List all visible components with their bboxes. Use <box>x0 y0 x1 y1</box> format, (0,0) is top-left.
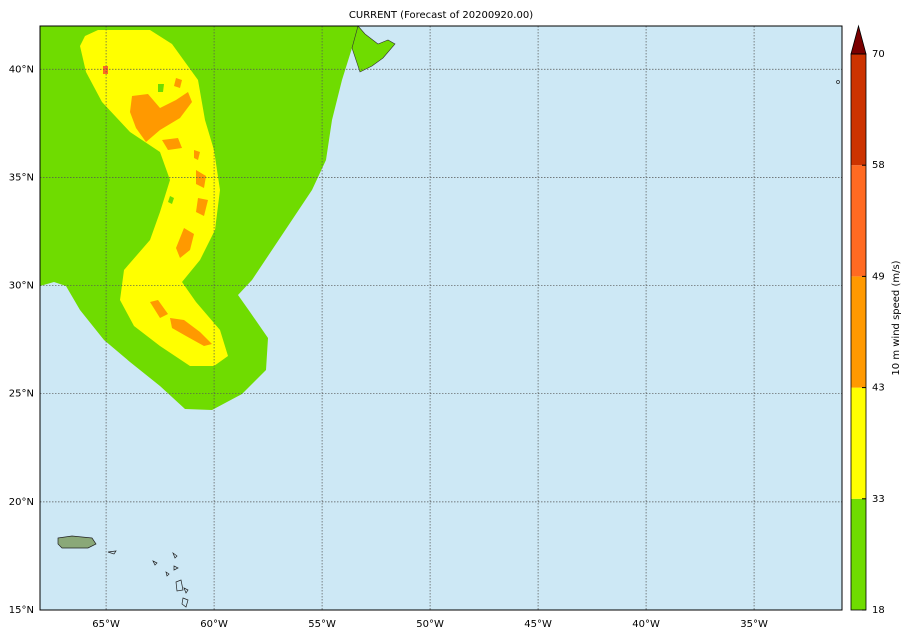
lon-label: 35°W <box>740 619 768 630</box>
lon-label: 65°W <box>92 619 120 630</box>
wind-49-58 <box>103 66 108 74</box>
lat-label: 30°N <box>9 281 34 292</box>
graticule: 65°W 60°W 55°W 50°W 45°W 40°W 35°W 15°N 20°N 25°N… <box>9 26 842 630</box>
lon-label: 40°W <box>632 619 660 630</box>
lat-label: 15°N <box>9 605 34 616</box>
colorbar-segment <box>851 165 866 277</box>
lon-label: 45°W <box>524 619 552 630</box>
colorbar-tick-label: 49 <box>872 271 885 282</box>
colorbar-tick-label: 58 <box>872 160 885 171</box>
islands <box>57 80 840 608</box>
wind-43-49 <box>130 78 212 346</box>
lon-label: 55°W <box>308 619 336 630</box>
colorbar-label: 10 m wind speed (m/s) <box>891 260 902 375</box>
colorbar-extension <box>850 24 867 55</box>
colorbar-frame <box>850 53 867 611</box>
colorbar-tick-label: 43 <box>872 383 885 394</box>
colorbar-tick-label: 18 <box>872 605 885 616</box>
lat-label: 35°N <box>9 172 34 183</box>
map-body <box>40 25 842 610</box>
map-frame <box>39 25 843 611</box>
land-coast <box>351 25 396 73</box>
colorbar-segment <box>851 387 866 499</box>
colorbar: 18 33 43 49 58 70 <box>850 24 885 616</box>
colorbar-segment <box>851 54 866 166</box>
lon-label: 50°W <box>416 619 444 630</box>
colorbar-tick-label: 33 <box>872 494 885 505</box>
lat-label: 20°N <box>9 497 34 508</box>
wind-hole <box>158 84 174 204</box>
colorbar-segment <box>851 276 866 388</box>
colorbar-tick-label: 70 <box>872 49 885 60</box>
lat-label: 40°N <box>9 64 34 75</box>
lat-label: 25°N <box>9 389 34 400</box>
colorbar-segment <box>851 498 866 610</box>
map-title: CURRENT (Forecast of 20200920.00) <box>349 10 533 21</box>
wind-33-43 <box>80 30 228 366</box>
lon-label: 60°W <box>200 619 228 630</box>
